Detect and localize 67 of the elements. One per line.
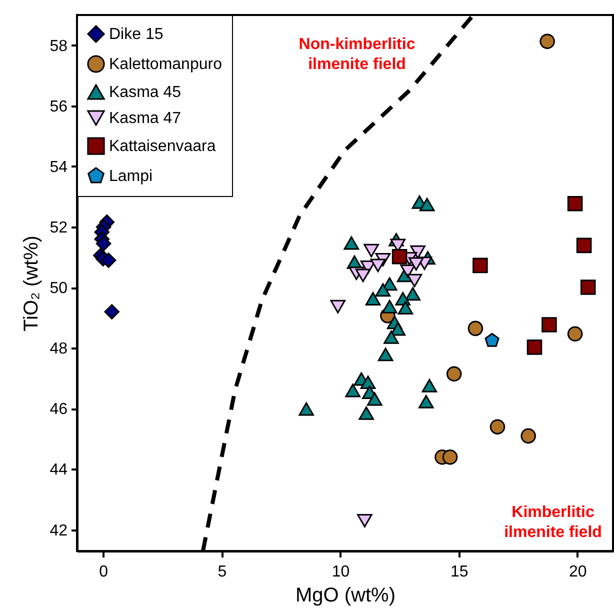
annotation: Non-kimberlitic ilmenite field [298, 36, 416, 73]
point [422, 378, 438, 392]
legend-label: Kattaisenvaara [109, 138, 216, 155]
point [382, 300, 398, 314]
point [104, 304, 120, 320]
point [358, 406, 374, 420]
point [408, 257, 424, 271]
point [370, 258, 386, 272]
point [526, 340, 542, 355]
y-tick-label: 54 [50, 158, 68, 176]
point [365, 292, 381, 306]
y-tick-label: 48 [50, 340, 68, 358]
x-tick-label: 10 [332, 564, 350, 580]
y-tick-label: 42 [50, 522, 68, 540]
point [580, 280, 596, 295]
legend-label: Kasma 45 [109, 84, 182, 101]
legend-label: Kalettomanpuro [109, 56, 222, 73]
point [398, 301, 414, 315]
point [567, 196, 583, 212]
point [344, 236, 360, 250]
point [472, 258, 488, 274]
point [442, 449, 458, 465]
point [540, 34, 555, 49]
x-tick-label: 20 [569, 564, 587, 580]
y-tick-label: 44 [50, 462, 68, 479]
legend-label: Dike 15 [109, 26, 164, 43]
point [446, 366, 462, 382]
x-tick-label: 5 [218, 564, 227, 580]
point [468, 320, 484, 336]
point [360, 376, 376, 390]
point [406, 274, 422, 288]
point [390, 322, 406, 336]
x-axis-title: MgO (wt%) [296, 584, 396, 606]
point [357, 514, 372, 528]
y-tick-label: 52 [50, 219, 68, 236]
point [364, 244, 379, 258]
y-tick-label: 56 [50, 98, 68, 116]
y-tick-label: 46 [50, 401, 68, 418]
point [400, 264, 416, 278]
point [567, 326, 583, 342]
point [542, 317, 557, 332]
point [298, 402, 314, 416]
y-tick-label: 58 [50, 38, 68, 55]
point [330, 300, 346, 314]
point [378, 348, 394, 362]
point [96, 236, 112, 252]
y-axis-title: TiO₂ (wt%) [20, 236, 43, 332]
point [490, 419, 506, 434]
point [392, 249, 408, 264]
point [418, 394, 434, 408]
point [419, 198, 435, 212]
point [484, 332, 500, 347]
x-tick-label: 15 [450, 564, 468, 580]
legend-label: Kasma 47 [109, 110, 182, 127]
point [384, 330, 399, 344]
point [576, 238, 592, 254]
x-tick-label: 0 [99, 564, 108, 580]
point [520, 428, 536, 444]
point [345, 384, 360, 398]
annotation: Kimberlitic ilmenite field [504, 504, 602, 541]
y-tick-label: 50 [50, 280, 68, 298]
point [355, 268, 371, 282]
point [375, 283, 391, 297]
point [367, 392, 382, 406]
legend-label: Lampi [109, 168, 153, 185]
point [405, 287, 420, 301]
point [100, 252, 116, 268]
